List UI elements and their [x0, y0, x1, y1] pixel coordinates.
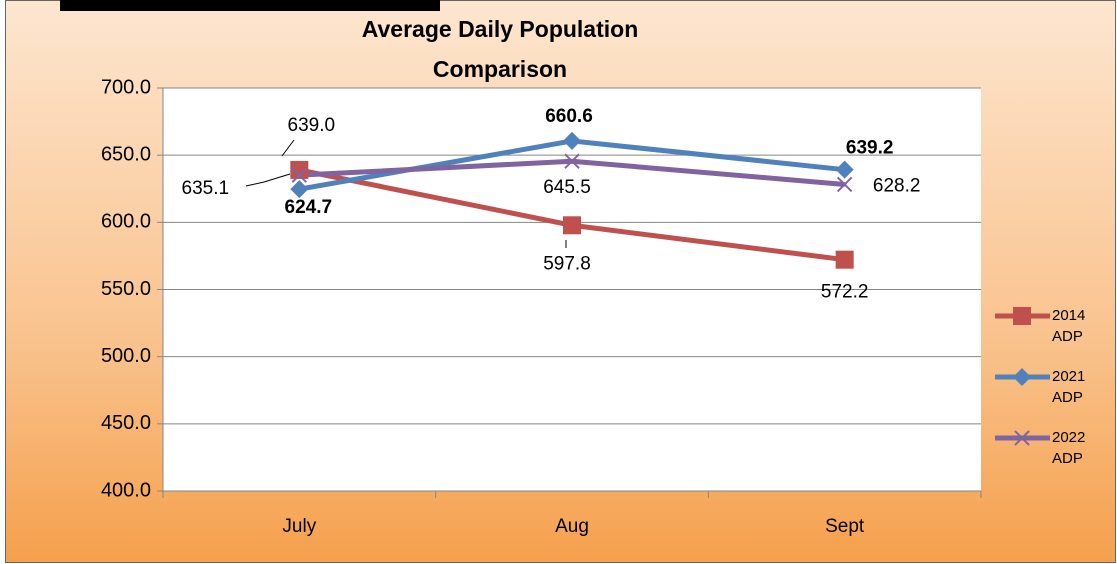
y-tick-label: 450.0 [101, 412, 151, 434]
marker [564, 153, 580, 169]
marker [1014, 430, 1030, 446]
data-label: 628.2 [873, 175, 921, 196]
y-tick-label: 400.0 [101, 479, 151, 501]
x-tick-label: Aug [555, 516, 589, 537]
x-tick-label: Sept [825, 516, 865, 537]
chart-title: Average Daily Population [362, 16, 639, 42]
marker [835, 250, 854, 269]
marker [291, 167, 308, 183]
data-label: 660.6 [545, 106, 593, 127]
leader-line [245, 173, 291, 187]
data-label: 645.5 [543, 177, 591, 198]
y-tick-label: 600.0 [101, 211, 151, 233]
data-label: 572.2 [821, 282, 869, 303]
legend-label: 2022 ADP [1052, 429, 1086, 467]
leader-line [281, 139, 295, 157]
marker [1013, 307, 1031, 325]
marker [563, 131, 581, 150]
marker [290, 180, 309, 199]
legend-label: 2014 ADP [1052, 307, 1086, 345]
chart-title: Comparison [433, 56, 567, 82]
marker [1013, 368, 1031, 386]
marker [836, 176, 853, 193]
data-label: 635.1 [182, 178, 230, 199]
legend-label: 2021 ADP [1052, 368, 1086, 406]
x-tick-label: July [282, 516, 316, 537]
data-label: 624.7 [285, 197, 333, 218]
marker [835, 160, 854, 179]
data-label: 639.2 [846, 138, 894, 159]
y-tick-label: 650.0 [101, 143, 151, 165]
data-label: 597.8 [543, 253, 591, 274]
y-tick-label: 700.0 [101, 76, 151, 98]
y-tick-label: 500.0 [101, 345, 151, 367]
data-label: 639.0 [288, 115, 336, 136]
marker [290, 160, 309, 179]
y-tick-label: 550.0 [101, 278, 151, 300]
header-bar [60, 0, 440, 11]
marker [563, 216, 581, 235]
